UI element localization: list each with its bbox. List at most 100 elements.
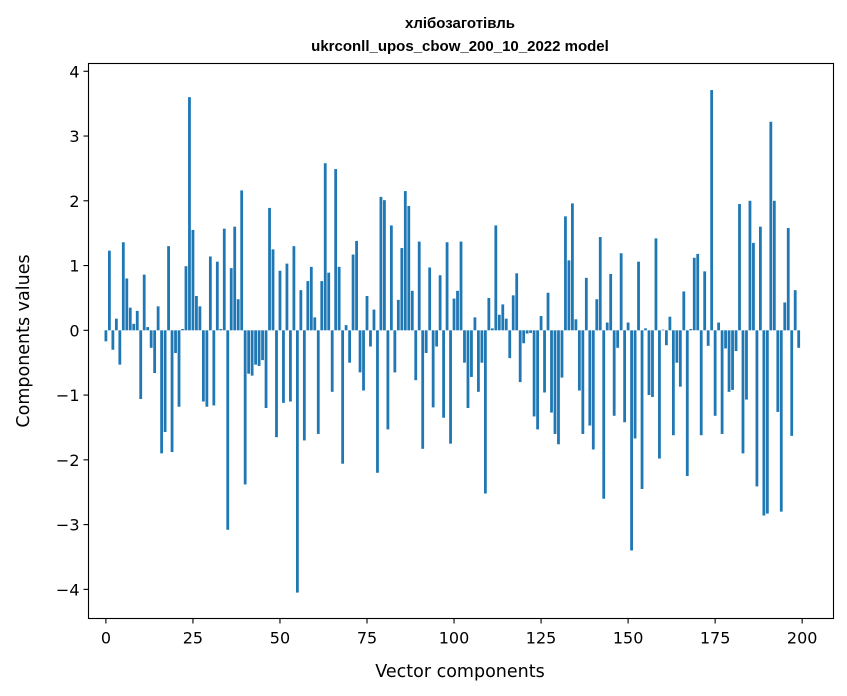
bar-156 xyxy=(647,330,651,396)
bars-group xyxy=(104,90,801,593)
bar-21 xyxy=(177,330,181,407)
bar-92 xyxy=(424,330,428,353)
bar-126 xyxy=(543,330,546,393)
bar-142 xyxy=(598,237,602,331)
bar-195 xyxy=(783,302,787,331)
bar-155 xyxy=(644,328,647,331)
bar-94 xyxy=(431,330,435,408)
x-tick-label: 175 xyxy=(700,629,731,648)
bar-190 xyxy=(765,330,769,514)
bar-132 xyxy=(564,216,567,331)
bar-6 xyxy=(125,278,129,331)
bar-188 xyxy=(759,226,762,331)
bar-65 xyxy=(330,330,334,392)
bar-76 xyxy=(369,330,372,347)
y-tick-label: −2 xyxy=(56,451,80,470)
bar-176 xyxy=(717,322,721,331)
bar-26 xyxy=(195,295,198,331)
bar-3 xyxy=(114,318,118,331)
chart-title: хлібозаготівль xyxy=(405,15,515,32)
bar-172 xyxy=(703,271,707,331)
bar-107 xyxy=(477,330,480,392)
bar-34 xyxy=(222,228,226,331)
bar-153 xyxy=(637,261,640,331)
bar-128 xyxy=(550,330,553,413)
bar-72 xyxy=(355,240,358,331)
bar-144 xyxy=(605,322,609,331)
bar-162 xyxy=(668,316,672,331)
x-axis-ticks: 0 25 50 75 100 125 150 175 200 xyxy=(101,618,817,648)
bar-42 xyxy=(250,330,254,376)
bar-82 xyxy=(389,225,393,331)
bar-27 xyxy=(198,306,202,331)
bar-83 xyxy=(393,330,397,373)
bar-84 xyxy=(396,299,400,331)
bar-150 xyxy=(626,322,630,331)
bar-8 xyxy=(132,323,136,331)
bar-110 xyxy=(487,297,491,331)
bar-95 xyxy=(435,330,439,347)
bar-137 xyxy=(581,330,585,434)
bar-138 xyxy=(584,277,588,331)
bar-163 xyxy=(671,330,675,436)
bar-11 xyxy=(142,274,146,331)
bar-62 xyxy=(320,281,324,331)
y-axis-ticks: −4 −3 −2 −1 0 1 2 3 4 xyxy=(56,62,89,599)
bar-177 xyxy=(720,330,724,434)
bar-108 xyxy=(480,330,484,363)
bar-101 xyxy=(456,290,459,331)
bar-184 xyxy=(745,330,748,400)
bar-148 xyxy=(619,253,623,331)
bar-167 xyxy=(685,330,689,477)
bar-44 xyxy=(257,330,261,366)
bar-103 xyxy=(463,330,466,363)
bar-180 xyxy=(731,330,734,390)
bar-10 xyxy=(139,330,143,399)
bar-160 xyxy=(661,329,665,331)
bar-75 xyxy=(365,295,369,331)
bar-48 xyxy=(271,249,275,331)
bar-81 xyxy=(386,330,390,430)
bar-145 xyxy=(609,273,613,331)
bar-183 xyxy=(741,330,745,454)
bar-73 xyxy=(358,330,362,373)
bar-164 xyxy=(675,330,679,363)
bar-123 xyxy=(532,330,536,417)
bar-119 xyxy=(518,330,522,383)
bar-194 xyxy=(779,330,783,512)
bar-143 xyxy=(602,330,606,499)
bar-35 xyxy=(226,330,230,530)
bar-36 xyxy=(229,268,233,331)
bar-25 xyxy=(191,229,195,331)
bar-198 xyxy=(793,290,797,331)
bar-19 xyxy=(170,330,174,453)
x-tick-label: 100 xyxy=(439,629,470,648)
bar-64 xyxy=(327,272,331,331)
bar-133 xyxy=(567,260,571,331)
bar-192 xyxy=(772,200,776,331)
bar-173 xyxy=(706,330,710,346)
bar-78 xyxy=(376,330,379,473)
bar-50 xyxy=(278,270,282,331)
bar-146 xyxy=(612,330,616,416)
bar-161 xyxy=(665,330,668,346)
bar-63 xyxy=(323,163,327,331)
bar-17 xyxy=(163,330,167,432)
bar-88 xyxy=(410,290,414,331)
bar-171 xyxy=(699,330,703,436)
bar-1 xyxy=(108,250,111,331)
y-tick-label: 2 xyxy=(69,192,79,211)
bar-74 xyxy=(362,330,365,391)
x-tick-label: 25 xyxy=(183,629,203,648)
bar-43 xyxy=(254,330,257,365)
bar-169 xyxy=(692,257,696,331)
bar-14 xyxy=(153,330,157,374)
bar-22 xyxy=(181,329,184,331)
x-axis-label: Vector components xyxy=(375,662,544,682)
bar-102 xyxy=(459,241,463,331)
bar-67 xyxy=(337,266,341,331)
bar-38 xyxy=(236,299,240,331)
bar-68 xyxy=(341,330,345,464)
bar-41 xyxy=(247,330,251,374)
